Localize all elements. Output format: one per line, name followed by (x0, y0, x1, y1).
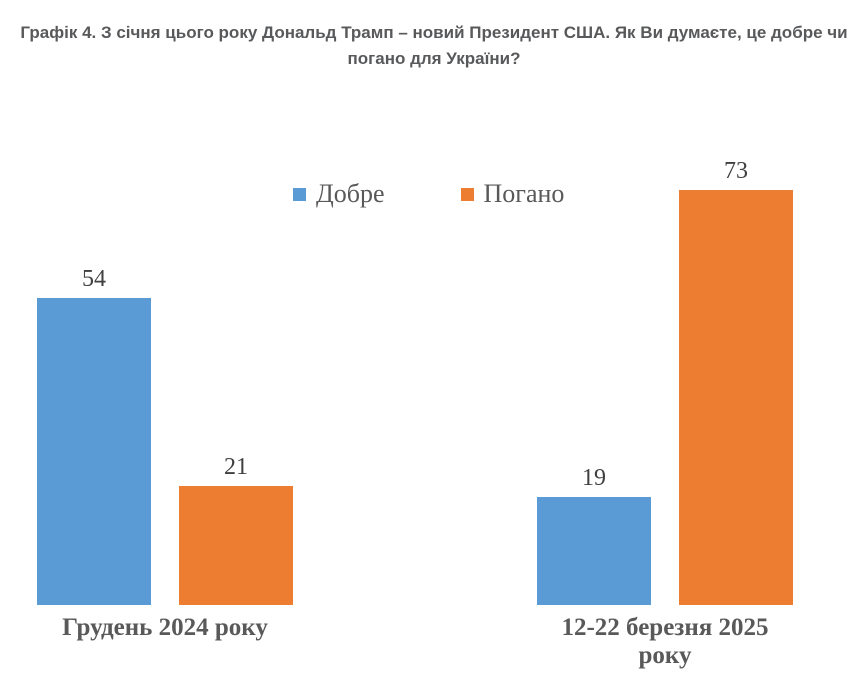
bar-value-label: 19 (582, 465, 606, 491)
bar-good-mar-2025: 19 (537, 465, 651, 605)
legend-item-bad: Погано (460, 179, 565, 209)
chart-title: Графік 4. З січня цього року Дональд Тра… (20, 23, 848, 68)
chart-legend: Добре Погано (293, 179, 565, 209)
legend-item-good: Добре (293, 179, 385, 209)
legend-swatch-bad-icon (460, 187, 474, 201)
bar-good-dec-2024: 54 (37, 266, 151, 605)
bar-bad-mar-2025: 73 (679, 158, 793, 605)
bar-bad-dec-2024: 21 (179, 454, 293, 605)
legend-label-good: Добре (316, 179, 385, 208)
bar-value-label: 54 (82, 266, 106, 292)
bar-value-label: 73 (724, 158, 748, 184)
legend-swatch-good-icon (293, 187, 306, 201)
bar-value-label: 21 (224, 454, 248, 480)
category-label-mar-2025: 12-22 березня 2025 року (561, 614, 769, 669)
category-label-dec-2024: Грудень 2024 року (62, 614, 268, 641)
legend-label-bad: Погано (483, 179, 565, 208)
